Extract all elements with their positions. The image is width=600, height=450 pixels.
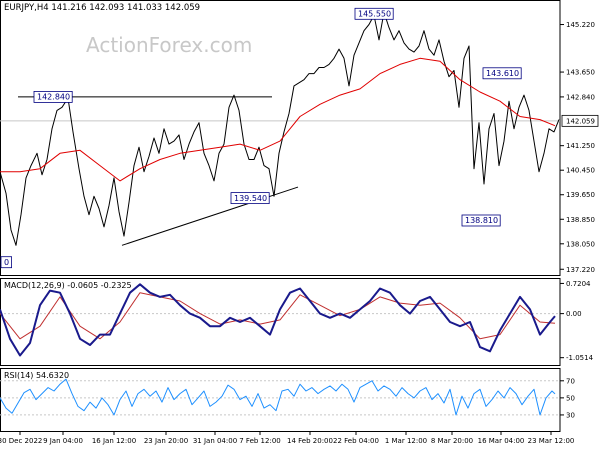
annotation-label: 142.840: [37, 93, 70, 102]
x-axis-tick-label: 8 Mar 20:00: [431, 437, 473, 445]
current-price-label: 142.059: [566, 117, 595, 125]
macd-signal-line: [0, 292, 556, 340]
price-panel: 145.220 143.650 142.840 141.250 140.450 139.6…: [0, 0, 599, 276]
annotation-label: 0: [4, 258, 9, 267]
x-axis-tick-label: 1 Mar 12:00: [385, 437, 427, 445]
rsi-frame: [0, 368, 561, 432]
macd-axis-tick-label: 0.7204: [566, 280, 591, 288]
annotation-box: [230, 192, 270, 205]
annotation-box: [0, 256, 13, 269]
x-axis-tick-label: 14 Feb 20:00: [287, 437, 333, 445]
macd-axis-tick-label: -1.0514: [566, 354, 594, 362]
price-frame: [0, 0, 561, 276]
x-axis-tick-label: 23 Jan 20:00: [144, 437, 188, 445]
price-axis-tick-label: 138.850: [566, 216, 595, 224]
price-axis-tick-label: 143.650: [566, 69, 595, 77]
watermark: ActionForex.com: [86, 33, 253, 57]
x-axis-tick-label: 23 Mar 12:00: [528, 437, 575, 445]
symbol-ohlc-label: EURJPY,H4 141.216 142.093 141.033 142.05…: [4, 3, 201, 13]
rsi-panel: 70 50 30 RSI(14) 54.6320: [0, 368, 575, 432]
price-axis-tick-label: 139.650: [566, 191, 595, 199]
macd-title: MACD(12,26,9) -0.0605 -0.2325: [4, 281, 132, 290]
annotation-label: 143.610: [486, 69, 519, 78]
price-axis-tick-label: 137.220: [566, 266, 595, 274]
annotation-label: 138.810: [465, 216, 498, 225]
x-axis-tick-label: 30 Dec 2022: [0, 437, 42, 445]
x-axis-tick-label: 22 Feb 04:00: [333, 437, 379, 445]
rsi-axis-tick-label: 30: [566, 411, 575, 419]
price-series-line: [0, 11, 560, 246]
rsi-line: [0, 378, 556, 416]
annotation-box: [461, 214, 501, 227]
price-axis-tick-label: 145.220: [566, 21, 595, 29]
moving-average-line: [0, 57, 556, 182]
current-price-tag: [561, 114, 599, 127]
annotation-box: [354, 7, 394, 20]
price-axis-tick-label: 140.450: [566, 167, 595, 175]
x-axis-tick-label: 16 Jan 12:00: [92, 437, 136, 445]
annotation-label: 139.540: [234, 194, 267, 203]
x-axis-tick-label: 16 Mar 04:00: [478, 437, 525, 445]
macd-frame: [0, 278, 561, 366]
macd-axis-tick-label: 0.00: [566, 310, 582, 318]
macd-main-line: [0, 283, 556, 357]
price-axis-tick-label: 141.250: [566, 142, 595, 150]
x-axis: 30 Dec 2022 9 Jan 04:00 16 Jan 12:00 23 Jan…: [0, 432, 574, 445]
x-axis-tick-label: 31 Jan 04:00: [193, 437, 237, 445]
annotation-box: [482, 67, 522, 80]
trendline-support: [121, 186, 299, 246]
x-axis-tick-label: 9 Jan 04:00: [43, 437, 83, 445]
price-axis-tick-label: 138.050: [566, 240, 595, 248]
rsi-axis-tick-label: 70: [566, 377, 575, 385]
rsi-axis-tick-label: 50: [566, 394, 575, 402]
macd-panel: 0.7204 0.00 -1.0514 MACD(12,26,9) -0.0605 -…: [0, 278, 594, 366]
annotation-label: 145.550: [358, 10, 391, 19]
rsi-title: RSI(14) 54.6320: [4, 371, 69, 380]
annotation-box: [33, 91, 73, 103]
x-axis-tick-label: 7 Feb 12:00: [239, 437, 280, 445]
price-axis-tick-label: 142.840: [566, 93, 595, 101]
